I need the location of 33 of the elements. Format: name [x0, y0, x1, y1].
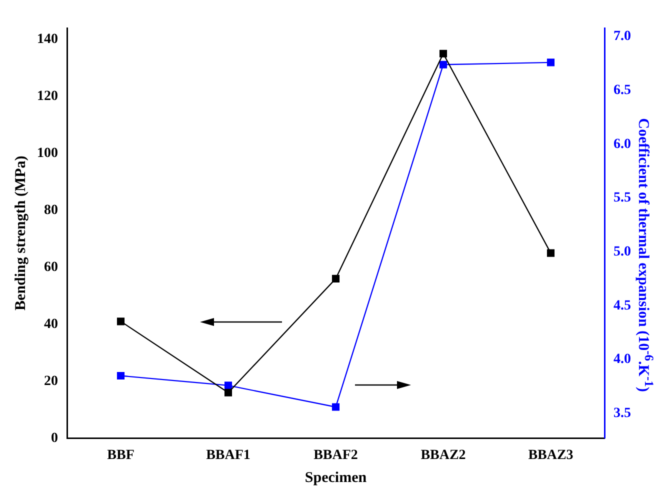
y-tick-label: 20: [44, 374, 58, 389]
point: [224, 388, 232, 396]
y-tick-label: 80: [44, 202, 58, 218]
point: [332, 274, 340, 282]
y2-tick-label: 6.0: [614, 136, 631, 152]
y2-tick-label: 3.5: [614, 406, 631, 422]
y2-tick-label: 6.5: [614, 83, 631, 98]
point: [116, 318, 125, 326]
x-tick-label: BBAF2: [314, 448, 358, 464]
point: [332, 403, 340, 411]
point: [439, 50, 448, 58]
y2-tick-label: 4.0: [614, 352, 631, 368]
y-tick-label: 0: [51, 430, 58, 446]
y2-tick-label: 5.0: [614, 244, 631, 260]
point: [439, 60, 448, 68]
y-tick-label: 120: [37, 88, 58, 104]
x-tick-label: BBF: [107, 448, 134, 464]
y-axis-title: Bending strength (MPa): [12, 156, 29, 310]
y-tick-label: 60: [44, 260, 58, 275]
y2-tick-label: 7.0: [614, 29, 631, 44]
y-tick-label: 100: [37, 146, 58, 161]
y-tick-label: 140: [37, 32, 58, 48]
x-tick-label: BBAZ2: [420, 448, 466, 464]
point: [116, 372, 125, 380]
x-tick-label: BBAF1: [206, 448, 250, 464]
x-axis-title: Specimen: [304, 470, 368, 486]
point: [546, 249, 555, 257]
point: [224, 382, 232, 390]
y-tick-label: 40: [44, 316, 58, 332]
x-tick-label: BBAZ3: [528, 448, 574, 464]
y2-tick-label: 4.5: [614, 298, 631, 314]
point: [546, 58, 555, 66]
y2-tick-label: 5.5: [614, 190, 631, 206]
